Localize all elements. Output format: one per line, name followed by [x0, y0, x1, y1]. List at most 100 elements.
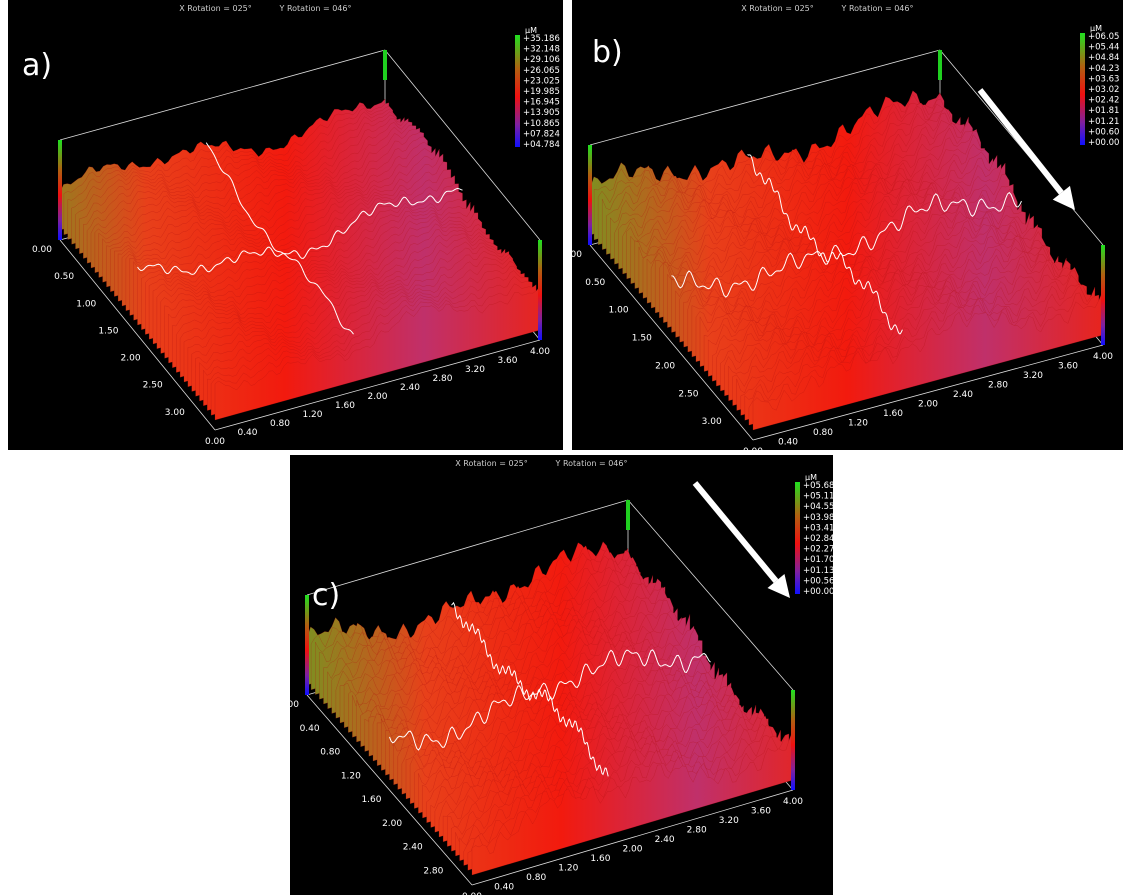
- x-axis-label: 0.80: [270, 419, 290, 429]
- y-axis-label: 0.00: [572, 250, 582, 260]
- box-edge: [214, 339, 541, 431]
- box-edge: [471, 789, 794, 886]
- scale-label: +03.02: [1088, 85, 1119, 95]
- profile-line: [671, 191, 1022, 298]
- surface-strip: [752, 290, 1104, 431]
- x-axis-label: 2.40: [953, 390, 973, 400]
- panel-canvas: 0.00 0.50 1.00 1.50 2.00 2.50 3.00 0.00 0.40 0.80…: [572, 4, 1119, 450]
- panel-canvas: 0.00 0.40 0.80 1.20 1.60 2.00 2.40 2.80 0.00 0.40…: [290, 459, 833, 895]
- x-axis-label: 0.80: [526, 873, 546, 883]
- arrow-head: [767, 574, 790, 598]
- scale-bar: [515, 35, 520, 147]
- x-axis-label: 2.00: [622, 845, 642, 855]
- scale-label: +35.186: [523, 34, 560, 44]
- surface-panel: 0.00 0.40 0.80 1.20 1.60 2.00 2.40 2.80 0.00 0.40…: [290, 455, 833, 895]
- y-axis-label: 1.50: [632, 334, 652, 344]
- scale-label: +13.905: [523, 108, 560, 118]
- box-edge: [752, 344, 1104, 441]
- surface-strip: [471, 730, 794, 876]
- height-post: [588, 145, 592, 245]
- y-axis-label: 1.20: [341, 771, 361, 781]
- x-axis-label: 2.40: [400, 383, 420, 393]
- height-post: [626, 500, 630, 530]
- x-axis-label: 3.60: [497, 356, 517, 366]
- scale-label: +01.706: [803, 555, 833, 565]
- arrow-head: [1052, 185, 1075, 210]
- profile-line: [451, 601, 609, 777]
- scale-label: +16.945: [523, 98, 560, 108]
- scale-label: +03.982: [803, 513, 833, 523]
- scale-label: +06.05: [1088, 32, 1119, 42]
- y-axis-label: 1.50: [98, 326, 118, 336]
- scale-unit: µM: [805, 473, 817, 482]
- x-axis-label: 3.20: [719, 816, 739, 826]
- scale-label: +19.985: [523, 87, 560, 97]
- y-axis-label: 0.00: [32, 245, 52, 255]
- x-axis-label: 2.00: [367, 392, 387, 402]
- y-axis-label: 2.50: [143, 381, 163, 391]
- y-axis-label: 0.50: [54, 272, 74, 282]
- y-axis-label: 2.80: [423, 866, 443, 876]
- scale-label: +07.824: [523, 129, 560, 139]
- scale-label: +00.60: [1088, 127, 1119, 137]
- scale-label: +04.84: [1088, 53, 1119, 63]
- panel-label: c): [312, 578, 340, 613]
- scale-label: +05.688: [803, 481, 833, 491]
- y-axis-label: 2.50: [678, 389, 698, 399]
- x-axis-label: 3.60: [751, 807, 771, 817]
- height-post: [58, 140, 62, 240]
- x-axis-label: 0.40: [778, 438, 798, 448]
- scale-label: +04.784: [523, 140, 560, 150]
- scale-label: +00.00: [1088, 138, 1119, 148]
- box-edge: [306, 499, 629, 596]
- scale-label: +02.844: [803, 534, 833, 544]
- scale-unit: µM: [525, 26, 537, 35]
- scale-label: +00.569: [803, 576, 833, 586]
- panel-canvas: 0.00 0.50 1.00 1.50 2.00 2.50 3.00 0.00 0.40 0.80…: [22, 4, 560, 447]
- x-axis-label: 0.80: [813, 428, 833, 438]
- x-axis-label: 0.40: [237, 428, 257, 438]
- scale-label: +05.44: [1088, 43, 1119, 53]
- scale-label: +05.119: [803, 492, 833, 502]
- x-axis-label: 1.20: [558, 864, 578, 874]
- scale-label: +26.065: [523, 66, 560, 76]
- x-axis-label: 0.00: [462, 892, 482, 895]
- x-axis-label: 3.20: [465, 365, 485, 375]
- profile-line: [137, 187, 463, 275]
- surface-panel: 0.00 0.50 1.00 1.50 2.00 2.50 3.00 0.00 0.40 0.80…: [572, 0, 1123, 450]
- panel-label: b): [592, 35, 623, 70]
- rotation-text: Y Rotation = 046°: [279, 4, 352, 13]
- scale-label: +00.000: [803, 587, 833, 597]
- box-edge: [589, 244, 754, 441]
- scale-label: +04.551: [803, 502, 833, 512]
- box-edge: [589, 49, 941, 146]
- x-axis-label: 1.60: [590, 854, 610, 864]
- x-axis-label: 3.60: [1058, 362, 1078, 372]
- scale-label: +32.148: [523, 45, 560, 55]
- arrow-shaft: [692, 481, 779, 583]
- height-post: [305, 595, 309, 695]
- y-axis-label: 0.80: [320, 748, 340, 758]
- rotation-text: X Rotation = 025°: [455, 459, 528, 468]
- rotation-text: X Rotation = 025°: [179, 4, 252, 13]
- height-post: [1101, 245, 1105, 345]
- scale-label: +03.413: [803, 523, 833, 533]
- x-axis-label: 1.60: [883, 409, 903, 419]
- x-axis-label: 1.20: [848, 419, 868, 429]
- scale-unit: µM: [1090, 24, 1102, 33]
- surface-panel: 0.00 0.50 1.00 1.50 2.00 2.50 3.00 0.00 0.40 0.80…: [8, 0, 563, 450]
- scale-bar: [1080, 33, 1085, 145]
- box-edge: [59, 239, 216, 431]
- x-axis-label: 0.00: [743, 447, 763, 450]
- x-axis-label: 4.00: [530, 347, 550, 357]
- x-axis-label: 3.20: [1023, 371, 1043, 381]
- rotation-text: Y Rotation = 046°: [555, 459, 628, 468]
- scale-label: +04.23: [1088, 64, 1119, 74]
- x-axis-label: 2.80: [687, 826, 707, 836]
- scale-label: +01.138: [803, 566, 833, 576]
- y-axis-label: 0.00: [290, 700, 299, 710]
- scale-label: +01.21: [1088, 117, 1119, 127]
- scale-bar: [795, 482, 800, 594]
- x-axis-label: 1.20: [302, 410, 322, 420]
- x-axis-label: 2.80: [988, 381, 1008, 391]
